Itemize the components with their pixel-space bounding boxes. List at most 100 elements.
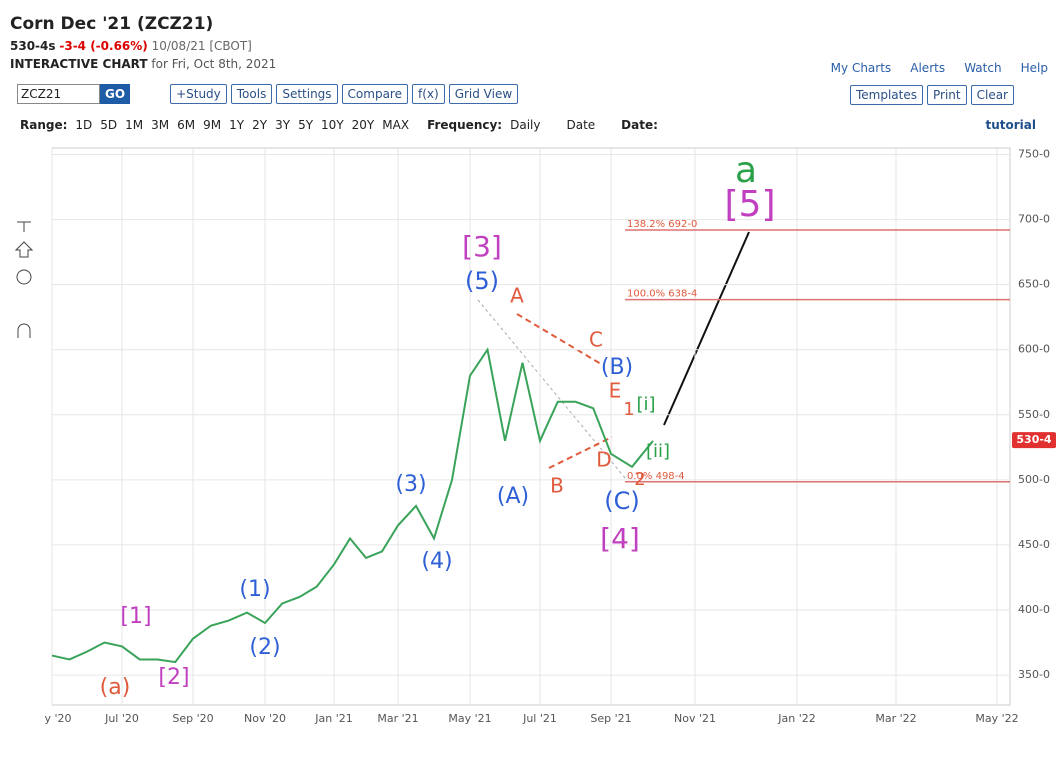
x-tick-label: May '21 (448, 712, 491, 725)
chart-info: INTERACTIVE CHART for Fri, Oct 8th, 2021 (10, 57, 276, 71)
range-option[interactable]: 20Y (351, 118, 375, 132)
x-tick-label: Mar '22 (875, 712, 916, 725)
wave-label: [ii] (646, 441, 670, 462)
wave-label: (C) (604, 487, 639, 515)
wave-label: (5) (465, 267, 499, 295)
wave-label: C (589, 328, 603, 352)
button[interactable]: f(x) (411, 84, 445, 104)
wave-label: a (735, 150, 757, 191)
range-option[interactable]: 10Y (321, 118, 344, 132)
wave-label: [1] (120, 604, 151, 629)
x-tick-label: Nov '20 (244, 712, 286, 725)
wave-label: [5] (725, 184, 776, 225)
x-tick-label: Jul '21 (522, 712, 557, 725)
last-price-tag (1012, 432, 1056, 449)
y-tick-label: 750-0 (1018, 148, 1050, 161)
y-tick-label: 650-0 (1018, 278, 1050, 291)
x-tick-label: Jan '22 (777, 712, 815, 725)
date-mode[interactable]: Date (566, 118, 596, 132)
wave-label: [4] (600, 522, 640, 555)
x-tick-label: Mar '21 (377, 712, 418, 725)
tutorial[interactable]: tutorial (985, 118, 1036, 132)
y-tick-label: 700-0 (1018, 213, 1050, 226)
wave-label: A (510, 284, 524, 308)
wave-label: (3) (395, 472, 426, 497)
triangle (516, 313, 613, 469)
link[interactable]: Alerts (910, 61, 946, 75)
link[interactable]: Help (1020, 61, 1048, 75)
wave-label: (B) (601, 355, 633, 380)
wave-label: (A) (497, 484, 529, 509)
button[interactable]: Print (927, 85, 967, 105)
range-option[interactable]: 5Y (298, 118, 314, 132)
links: My Charts Alerts Watch Help (817, 57, 1048, 76)
price-line (51, 347, 654, 664)
wave-label: D (596, 448, 611, 472)
link[interactable]: Watch (964, 61, 1002, 75)
button[interactable]: Clear (970, 85, 1014, 105)
wave-label: [i] (636, 394, 655, 415)
chart-date: for Fri, Oct 8th, 2021 (151, 57, 277, 71)
range-option[interactable]: 5D (100, 118, 118, 132)
range-option[interactable]: 2Y (252, 118, 268, 132)
frequency-select[interactable]: Daily (510, 118, 541, 132)
frequency-label: Frequency: (427, 118, 503, 132)
toolbar: ZCZ21 GO +Study Tools Settings Compare f(x) Gr… (17, 84, 522, 104)
x-tick-label: Nov '21 (674, 712, 716, 725)
button[interactable]: Compare (341, 84, 408, 104)
y-tick-label: 600-0 (1018, 343, 1050, 356)
quote: 530-4s -3-4 (-0.66%) 10/08/21 [CBOT] (10, 39, 252, 53)
wave-guide (477, 299, 626, 479)
price: 530-4s (10, 39, 56, 53)
range-option[interactable]: MAX (382, 118, 410, 132)
wave-label: [2] (158, 665, 189, 690)
button[interactable]: Tools (230, 84, 273, 104)
symbol-input[interactable]: ZCZ21 (17, 84, 100, 104)
go-button[interactable]: GO (100, 84, 131, 104)
range-option[interactable]: 1D (75, 118, 93, 132)
plot-frame (51, 147, 1011, 706)
button[interactable]: Grid View (448, 84, 519, 104)
chart-label: INTERACTIVE CHART (10, 57, 148, 71)
projection (663, 231, 750, 426)
y-tick-label: 350-0 (1018, 668, 1050, 681)
range-option[interactable]: 3Y (275, 118, 291, 132)
x-tick-label: May '22 (975, 712, 1018, 725)
right-toolbar: Templates Print Clear (849, 84, 1018, 105)
link[interactable]: My Charts (830, 61, 892, 75)
range-option[interactable]: 1Y (229, 118, 245, 132)
fib-label: 100.0% 638-4 (627, 289, 697, 300)
y-tick-label: 450-0 (1018, 538, 1050, 551)
wave-label: (a) (100, 675, 131, 700)
range-label: Range: (20, 118, 68, 132)
fib-label: 0.0% 498-4 (627, 471, 685, 482)
wave-label: (4) (421, 549, 452, 574)
range-option[interactable]: 3M (151, 118, 170, 132)
tool-icons (14, 221, 34, 338)
x-tick-label: Jan '21 (314, 712, 352, 725)
x-tick-label: Sep '21 (590, 712, 631, 725)
range-option[interactable]: 9M (203, 118, 222, 132)
wave-label: 2 (634, 469, 645, 490)
wave-label: [3] (462, 230, 502, 263)
change: -3-4 (-0.66%) (59, 39, 148, 53)
wave-label: E (609, 379, 622, 403)
button[interactable]: Settings (276, 84, 338, 104)
y-tick-label: 400-0 (1018, 603, 1050, 616)
wave-label: (2) (249, 635, 280, 660)
wave-label: (1) (239, 577, 270, 602)
y-tick-label: 500-0 (1018, 473, 1050, 486)
range-option[interactable]: 6M (177, 118, 196, 132)
fib-label: 138.2% 692-0 (627, 219, 697, 230)
range-bar: Range: 1D 5D 1M 3M 6M 9M 1Y 2Y 3Y 5Y 10Y 20Y MAX Frequ… (20, 118, 666, 132)
last-price-label: 530-4 (1016, 433, 1052, 446)
button[interactable]: +Study (170, 84, 227, 104)
range-option[interactable]: 1M (125, 118, 144, 132)
wave-label: B (550, 474, 564, 498)
x-tick-label: Jul '20 (104, 712, 139, 725)
date-label: Date: (621, 118, 658, 132)
x-tick-label: Sep '20 (172, 712, 213, 725)
button[interactable]: Templates (849, 85, 923, 105)
x-tick-label: y '20 (44, 712, 71, 725)
